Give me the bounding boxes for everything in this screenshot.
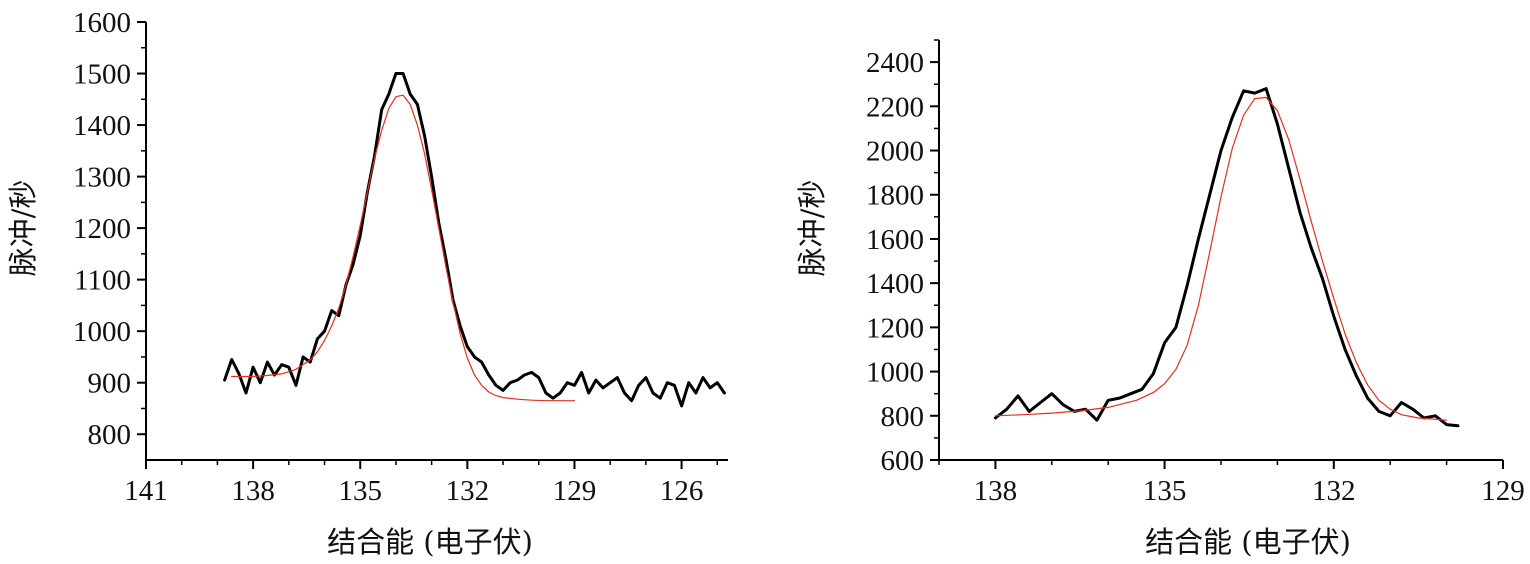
x-tick-label: 135 [1143, 475, 1187, 507]
x-tick-label: 129 [1481, 475, 1525, 507]
x-tick-label: 138 [231, 475, 275, 507]
x-tick-label: 138 [974, 475, 1018, 507]
x-tick-label: 132 [1312, 475, 1356, 507]
y-tick-label: 1500 [73, 59, 131, 91]
chart-panel-left: 脉冲/秒 结合能 (电子伏) 141 138 135 132 129 126 800 900 1… [6, 7, 728, 559]
y-tick-label: 2400 [866, 47, 924, 79]
y-tick-label: 2000 [866, 136, 924, 168]
y-tick-label: 800 [881, 401, 925, 433]
y-tick-label: 1200 [866, 312, 924, 344]
y-tick-label: 1000 [73, 316, 131, 348]
y-axis-title: 脉冲/秒 [6, 180, 40, 277]
y-tick-label: 1200 [73, 213, 131, 245]
x-tick-label: 126 [660, 475, 704, 507]
y-tick-label: 1100 [74, 265, 131, 297]
y-tick-label: 1600 [73, 7, 131, 39]
y-tick-label: 1600 [866, 224, 924, 256]
y-tick-label: 1400 [866, 268, 924, 300]
data-curve [993, 87, 1460, 428]
y-tick-label: 1400 [73, 110, 131, 142]
y-axis-title: 脉冲/秒 [795, 180, 829, 277]
fit-curve [231, 94, 576, 402]
y-tick-label: 800 [88, 419, 132, 451]
y-tick-label: 1800 [866, 180, 924, 212]
fit-curve [994, 96, 1448, 421]
y-tick-label: 1300 [73, 162, 131, 194]
y-tick-label: 1000 [866, 357, 924, 389]
x-tick-label: 135 [338, 475, 382, 507]
x-axis-title: 结合能 (电子伏) [1145, 525, 1351, 559]
x-tick-label: 132 [446, 475, 490, 507]
data-curve [223, 72, 726, 408]
chart-panel-right: 脉冲/秒 结合能 (电子伏) 138 135 132 129 600 800 1000 120… [795, 39, 1525, 559]
y-tick-label: 900 [88, 368, 132, 400]
x-axis-title: 结合能 (电子伏) [327, 525, 533, 559]
x-tick-label: 129 [553, 475, 597, 507]
y-tick-label: 2200 [866, 91, 924, 123]
x-tick-label: 141 [124, 475, 168, 507]
y-tick-label: 600 [881, 445, 925, 477]
